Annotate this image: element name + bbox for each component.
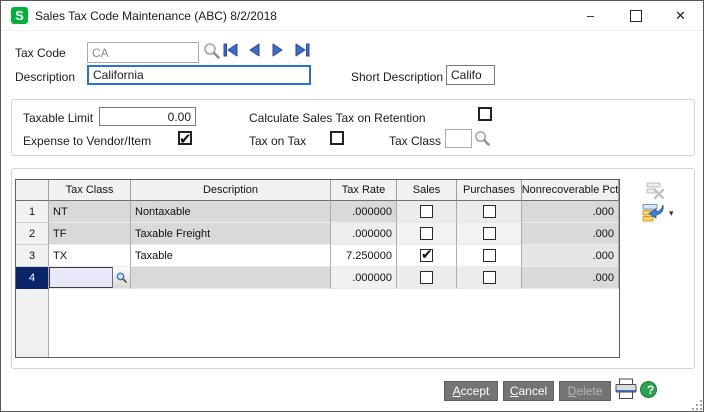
cell-purchases[interactable]	[457, 245, 522, 267]
last-record-icon	[295, 43, 310, 57]
cell-nonrecoverable[interactable]: .000	[522, 223, 619, 245]
grid-empty-area	[49, 289, 619, 357]
grid-tax-class-lookup-button[interactable]	[112, 267, 130, 288]
title-bar[interactable]: S Sales Tax Code Maintenance (ABC) 8/2/2…	[1, 1, 703, 31]
calculate-retention-checkbox[interactable]	[478, 107, 492, 121]
minimize-button[interactable]: –	[586, 8, 595, 23]
tax-class-lookup-button[interactable]	[474, 130, 490, 146]
tax-class-edit-input[interactable]	[49, 267, 112, 288]
cell-description[interactable]: Nontaxable	[131, 201, 331, 223]
search-icon	[204, 43, 220, 59]
description-input[interactable]	[87, 65, 311, 85]
tax-on-tax-checkbox[interactable]	[330, 131, 344, 145]
cell-tax-class[interactable]: NT	[49, 201, 131, 223]
cell-tax-class-editing[interactable]	[49, 267, 131, 289]
reset-row-icon	[646, 182, 665, 200]
next-record-icon	[272, 43, 283, 57]
row-number[interactable]: 3	[16, 245, 49, 267]
cell-sales[interactable]: ✔	[397, 245, 457, 267]
purchases-checkbox[interactable]	[482, 271, 496, 284]
row-number-selected[interactable]: 4	[16, 267, 49, 289]
first-record-button[interactable]	[223, 43, 239, 57]
sage-app-icon: S	[11, 7, 28, 24]
sales-checkbox[interactable]	[420, 227, 433, 240]
expense-to-vendor-label: Expense to Vendor/Item	[23, 134, 152, 148]
cell-description[interactable]	[131, 267, 331, 289]
cell-sales[interactable]	[397, 223, 457, 245]
cell-nonrecoverable[interactable]: .000	[522, 245, 619, 267]
maximize-button[interactable]	[613, 1, 658, 30]
tax-code-input[interactable]	[87, 42, 199, 63]
col-header-description[interactable]: Description	[131, 180, 331, 201]
tax-code-label: Tax Code	[15, 46, 66, 60]
cell-tax-rate[interactable]: .000000	[331, 223, 397, 245]
tax-class-label: Tax Class	[389, 134, 442, 148]
purchases-checkbox[interactable]	[482, 205, 496, 218]
col-header-tax-class[interactable]: Tax Class	[49, 180, 131, 201]
expense-to-vendor-checkbox[interactable]: ✔	[178, 131, 192, 148]
cell-nonrecoverable[interactable]: .000	[522, 201, 619, 223]
row-number[interactable]: 2	[16, 223, 49, 245]
description-label: Description	[15, 70, 76, 84]
purchases-checkbox[interactable]	[482, 227, 496, 240]
last-record-button[interactable]	[294, 43, 310, 57]
cell-description[interactable]: Taxable	[131, 245, 331, 267]
sales-checkbox[interactable]	[420, 205, 433, 218]
grid-customize-button[interactable]	[642, 204, 664, 222]
sales-checkbox[interactable]	[420, 271, 433, 284]
cell-tax-rate[interactable]: .000000	[331, 201, 397, 223]
short-description-label: Short Description	[351, 70, 444, 84]
cell-tax-rate[interactable]: 7.250000	[331, 245, 397, 267]
printer-icon	[615, 378, 637, 399]
cell-tax-class[interactable]: TF	[49, 223, 131, 245]
chevron-down-icon[interactable]: ▾	[669, 208, 674, 218]
short-description-input[interactable]	[446, 65, 495, 85]
cell-sales[interactable]	[397, 267, 457, 289]
accept-button[interactable]: Accept	[444, 381, 498, 401]
print-button[interactable]	[614, 378, 638, 400]
tax-on-tax-label: Tax on Tax	[249, 134, 307, 148]
previous-record-button[interactable]	[248, 43, 260, 57]
col-header-sales[interactable]: Sales	[397, 180, 457, 201]
cancel-button[interactable]: Cancel	[503, 381, 554, 401]
tax-class-input[interactable]	[445, 129, 472, 148]
col-header-nonrecoverable[interactable]: Nonrecoverable Pct	[522, 180, 619, 201]
tax-class-grid[interactable]: Tax Class Description Tax Rate Sales Pur…	[15, 179, 620, 358]
purchases-checkbox[interactable]	[482, 249, 496, 262]
sales-checkbox[interactable]: ✔	[420, 246, 433, 262]
close-button[interactable]: ✕	[675, 8, 686, 23]
window-title: Sales Tax Code Maintenance (ABC) 8/2/201…	[35, 9, 277, 23]
col-header-tax-rate[interactable]: Tax Rate	[331, 180, 397, 201]
help-button[interactable]: ?	[640, 381, 657, 398]
cell-purchases[interactable]	[457, 223, 522, 245]
resize-grip[interactable]	[691, 399, 703, 411]
row-number[interactable]: 1	[16, 201, 49, 223]
cell-purchases[interactable]	[457, 201, 522, 223]
cell-tax-class[interactable]: TX	[49, 245, 131, 267]
previous-record-icon	[249, 43, 260, 57]
maximize-icon	[629, 9, 642, 22]
search-icon	[475, 131, 490, 146]
calculate-retention-label: Calculate Sales Tax on Retention	[249, 111, 426, 125]
cell-purchases[interactable]	[457, 267, 522, 289]
cell-nonrecoverable[interactable]: .000	[522, 267, 619, 289]
col-header-rownum	[16, 180, 49, 201]
taxable-limit-input[interactable]	[99, 107, 196, 126]
reset-row-button[interactable]	[646, 182, 666, 200]
search-icon	[116, 272, 127, 283]
taxable-limit-label: Taxable Limit	[23, 111, 94, 125]
cell-sales[interactable]	[397, 201, 457, 223]
grid-customize-icon	[642, 204, 664, 222]
row-number-column-filler	[16, 289, 49, 357]
tax-code-lookup-button[interactable]	[203, 42, 220, 59]
next-record-button[interactable]	[272, 43, 284, 57]
col-header-purchases[interactable]: Purchases	[457, 180, 522, 201]
cell-description[interactable]: Taxable Freight	[131, 223, 331, 245]
cell-tax-rate[interactable]: .000000	[331, 267, 397, 289]
delete-button[interactable]: Delete	[559, 381, 611, 401]
first-record-icon	[223, 43, 238, 57]
